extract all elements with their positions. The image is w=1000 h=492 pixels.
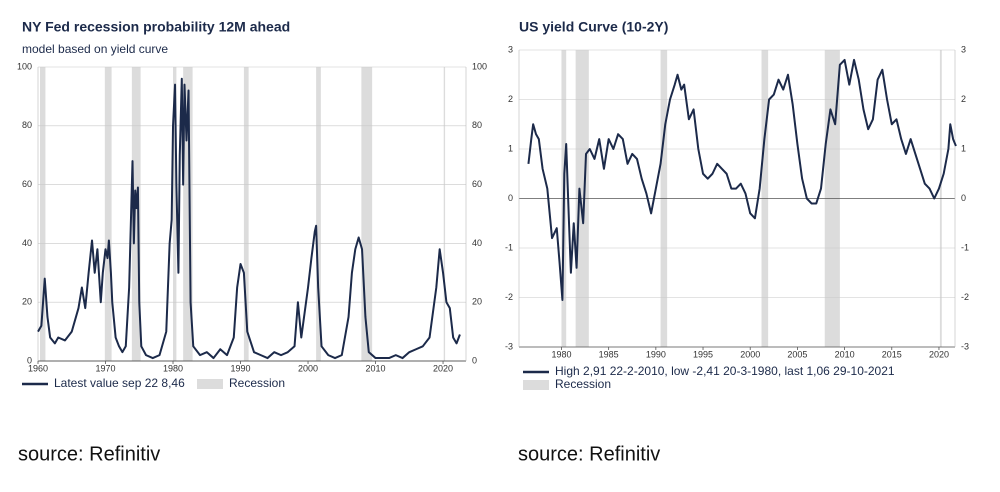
legend-swatch <box>197 379 223 389</box>
y-tick-label: 60 <box>22 179 32 189</box>
y2-tick-label: 40 <box>472 238 482 248</box>
legend-label: Recession <box>555 377 611 391</box>
recession-band <box>361 67 373 361</box>
chart-title: NY Fed recession probability 12M ahead <box>22 19 290 35</box>
y2-tick-label: 3 <box>961 44 966 54</box>
source-note: source: Refinitiv <box>518 443 660 465</box>
legend-label: High 2,91 22-2-2010, low -2,41 20-3-1980… <box>555 364 895 378</box>
y-tick-label: 0 <box>508 193 513 203</box>
legend-label: Latest value sep 22 8,46 <box>54 376 185 390</box>
y2-tick-label: 2 <box>961 94 966 104</box>
recession-band <box>104 67 112 361</box>
y-tick-label: 100 <box>17 61 32 71</box>
recession-band <box>243 67 249 361</box>
x-tick-label: 1980 <box>551 349 571 359</box>
x-tick-label: 1960 <box>28 363 48 373</box>
y2-tick-label: 0 <box>961 193 966 203</box>
recession-band <box>173 67 177 361</box>
y-tick-label: 80 <box>22 120 32 130</box>
x-tick-label: 2005 <box>787 349 807 359</box>
x-tick-label: 1990 <box>646 349 666 359</box>
recession-band <box>40 67 46 361</box>
y-tick-label: 2 <box>508 94 513 104</box>
y-tick-label: 1 <box>508 143 513 153</box>
x-tick-label: 1995 <box>693 349 713 359</box>
recession-band <box>443 67 446 361</box>
recession-band <box>131 67 141 361</box>
legend-label: Recession <box>229 376 285 390</box>
chart-title: US yield Curve (10-2Y) <box>519 19 668 35</box>
y2-tick-label: -2 <box>961 292 969 302</box>
x-tick-label: 2000 <box>298 363 318 373</box>
x-tick-label: 2020 <box>433 363 453 373</box>
source-note: source: Refinitiv <box>18 443 160 465</box>
x-tick-label: 2020 <box>929 349 949 359</box>
x-tick-label: 2000 <box>740 349 760 359</box>
x-tick-label: 2015 <box>882 349 902 359</box>
recession-band <box>316 67 321 361</box>
x-tick-label: 1970 <box>95 363 115 373</box>
series-line <box>37 77 461 360</box>
x-tick-label: 1980 <box>163 363 183 373</box>
y2-tick-label: 100 <box>472 61 487 71</box>
series-line <box>527 58 957 301</box>
x-tick-label: 1990 <box>231 363 251 373</box>
y2-tick-label: 0 <box>472 355 477 365</box>
y-tick-label: 40 <box>22 238 32 248</box>
x-tick-label: 1985 <box>599 349 619 359</box>
y-tick-label: 20 <box>22 297 32 307</box>
y-tick-label: -1 <box>505 242 513 252</box>
y2-tick-label: 80 <box>472 120 482 130</box>
chart-subtitle: model based on yield curve <box>22 42 168 56</box>
x-tick-label: 2010 <box>366 363 386 373</box>
y-tick-label: -3 <box>505 341 513 351</box>
y-tick-label: 3 <box>508 44 513 54</box>
y2-tick-label: 1 <box>961 143 966 153</box>
y-tick-label: -2 <box>505 292 513 302</box>
x-tick-label: 2010 <box>835 349 855 359</box>
legend-swatch <box>523 380 549 390</box>
y2-tick-label: -1 <box>961 242 969 252</box>
y2-tick-label: 20 <box>472 297 482 307</box>
y2-tick-label: -3 <box>961 341 969 351</box>
recession-band <box>183 67 193 361</box>
y-tick-label: 0 <box>27 355 32 365</box>
y2-tick-label: 60 <box>472 179 482 189</box>
